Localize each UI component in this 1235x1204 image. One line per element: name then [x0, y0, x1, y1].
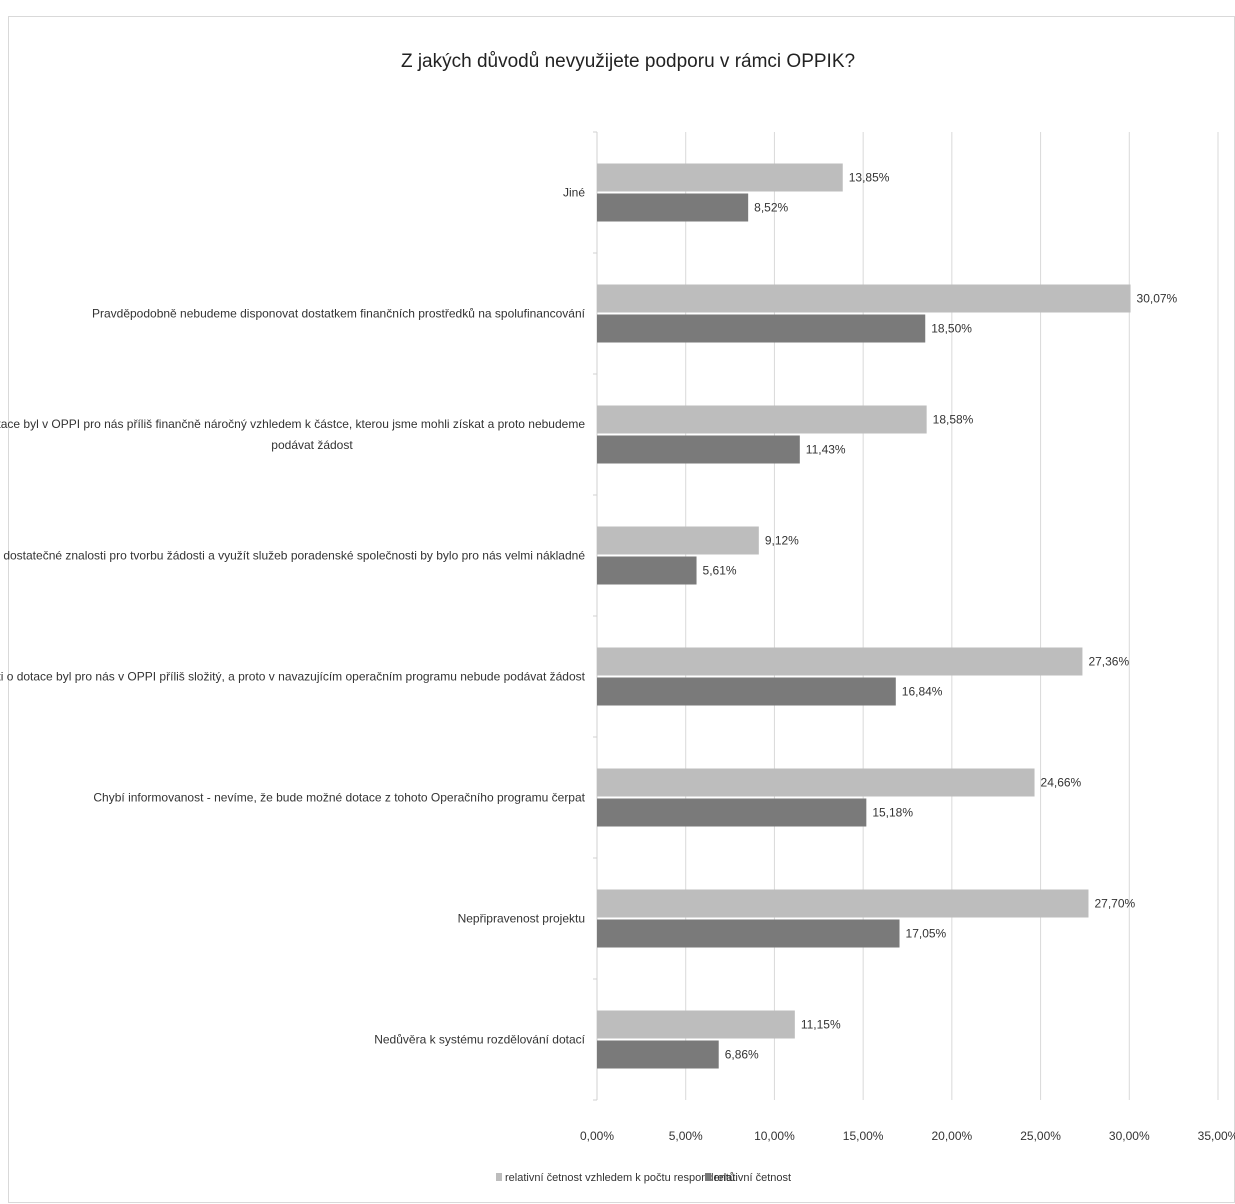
- data-label-series-1: 24,66%: [1041, 776, 1082, 790]
- bar-series-2: [597, 798, 867, 827]
- category-label: podávat žádost: [271, 438, 353, 452]
- legend-swatch-series-1: [496, 1173, 502, 1181]
- x-tick-label: 0,00%: [580, 1129, 614, 1143]
- bar-series-2: [597, 435, 800, 464]
- bar-series-1: [597, 647, 1083, 676]
- x-tick-label: 35,00%: [1198, 1129, 1235, 1143]
- bar-series-1: [597, 526, 759, 555]
- x-tick-label: 5,00%: [669, 1129, 703, 1143]
- data-label-series-1: 18,58%: [933, 413, 974, 427]
- x-tick-label: 30,00%: [1109, 1129, 1150, 1143]
- data-label-series-2: 17,05%: [906, 927, 947, 941]
- data-label-series-2: 16,84%: [902, 685, 943, 699]
- chart-title: Z jakých důvodů nevyužijete podporu v rá…: [401, 51, 855, 72]
- bar-series-1: [597, 1010, 795, 1039]
- x-tick-label: 15,00%: [843, 1129, 884, 1143]
- data-label-series-1: 27,70%: [1094, 897, 1135, 911]
- bar-series-2: [597, 919, 900, 948]
- category-label: Nemáme dostatečné znalosti pro tvorbu žá…: [0, 549, 585, 563]
- category-label: Jiné: [563, 186, 585, 200]
- bar-series-1: [597, 405, 927, 434]
- bar-series-1: [597, 768, 1035, 797]
- legend-label-series-2: relativní četnost: [714, 1172, 791, 1184]
- data-labels: 13,85% 8,52% 30,07% 18,50% 18,58% 11,43% 9,12%…: [703, 171, 1178, 1062]
- category-label: Chybí informovanost - nevíme, že bude mo…: [93, 791, 585, 805]
- legend-label-series-1: relativní četnost vzhledem k počtu respo…: [505, 1172, 735, 1184]
- legend-swatch-series-2: [705, 1173, 711, 1181]
- x-tick-label: 25,00%: [1020, 1129, 1061, 1143]
- legend: relativní četnost vzhledem k počtu respo…: [496, 1172, 791, 1184]
- bar-series-2: [597, 1040, 719, 1069]
- category-label: Celý proces žádosti o dotace byl pro nás…: [0, 670, 586, 684]
- x-tick-label: 10,00%: [754, 1129, 795, 1143]
- bar-series-2: [597, 556, 697, 585]
- bar-series-2: [597, 314, 926, 343]
- bars: [597, 163, 1131, 1069]
- x-tick-label: 20,00%: [932, 1129, 973, 1143]
- bar-series-1: [597, 284, 1131, 313]
- data-label-series-1: 13,85%: [849, 171, 890, 185]
- data-label-series-1: 30,07%: [1137, 292, 1178, 306]
- data-label-series-2: 15,18%: [872, 806, 913, 820]
- category-label: Nedůvěra k systému rozdělování dotací: [374, 1033, 585, 1047]
- category-labels: Jiné Pravděpodobně nebudeme disponovat do…: [0, 186, 586, 1047]
- bar-series-2: [597, 677, 896, 706]
- bar-series-1: [597, 889, 1089, 918]
- x-axis-tick-labels: 0,00% 5,00% 10,00% 15,00% 20,00% 25,00% 30,00%…: [580, 1129, 1235, 1143]
- data-label-series-2: 8,52%: [754, 201, 788, 215]
- data-label-series-1: 11,15%: [801, 1018, 841, 1032]
- data-label-series-2: 11,43%: [806, 443, 846, 457]
- data-label-series-1: 27,36%: [1088, 655, 1129, 669]
- data-label-series-2: 5,61%: [703, 564, 737, 578]
- bar-series-2: [597, 193, 749, 222]
- category-label: Nepřipravenost projektu: [458, 912, 585, 926]
- data-label-series-2: 6,86%: [725, 1048, 759, 1062]
- data-label-series-2: 18,50%: [931, 322, 972, 336]
- bar-series-1: [597, 163, 843, 192]
- category-label: Pravděpodobně nebudeme disponovat dostat…: [92, 307, 586, 321]
- category-label: Celý proces žádosti o dotace byl v OPPI …: [0, 417, 585, 431]
- data-label-series-1: 9,12%: [765, 534, 799, 548]
